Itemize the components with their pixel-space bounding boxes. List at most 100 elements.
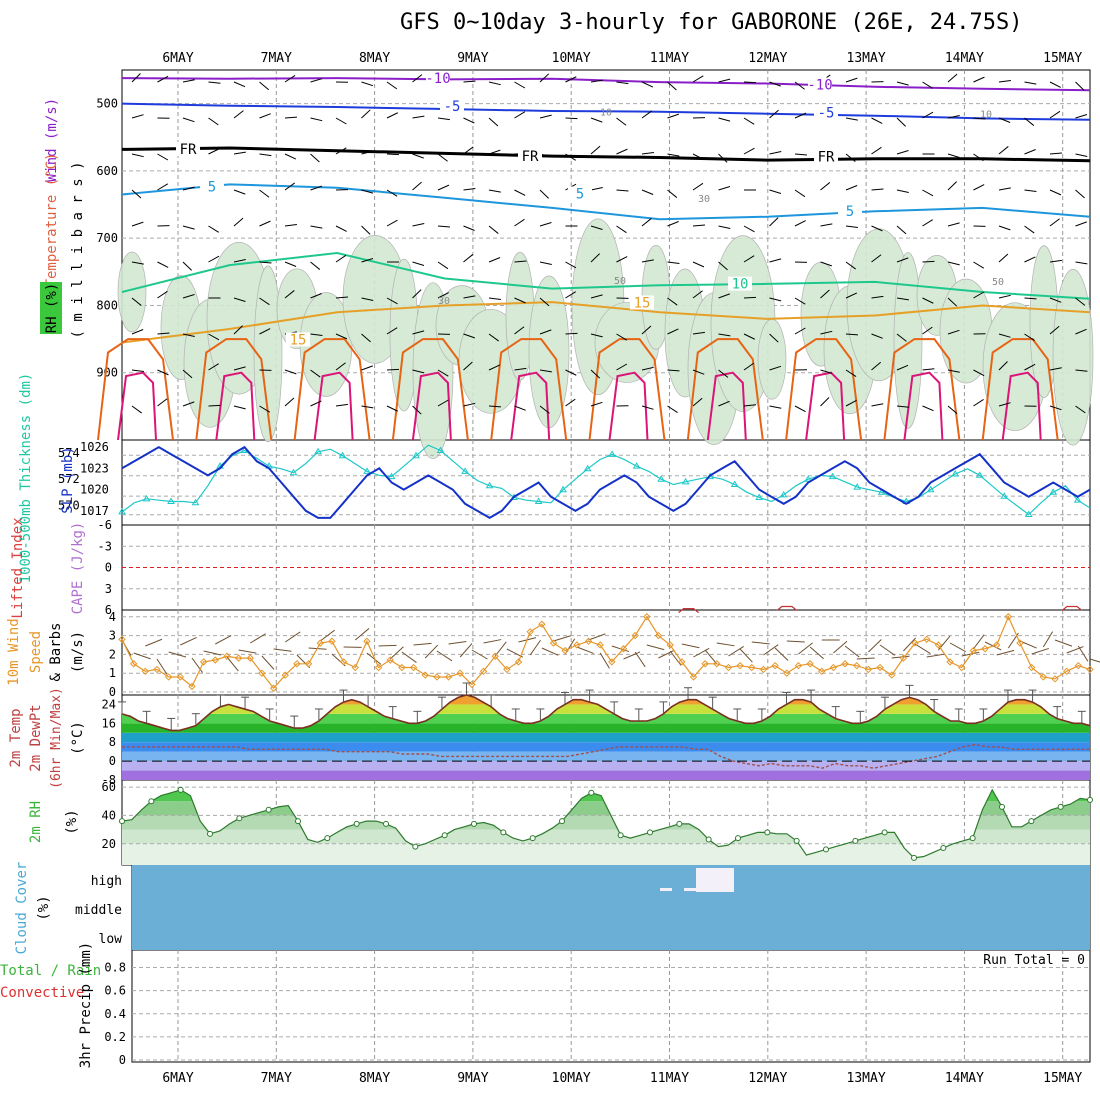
wind-barb xyxy=(947,222,960,227)
wind-barb xyxy=(386,405,399,412)
wind10m-barb xyxy=(1031,647,1049,655)
wind-barb xyxy=(590,117,603,123)
wind-barb xyxy=(947,369,960,373)
wind-barb xyxy=(718,225,731,229)
wind10m-barb xyxy=(424,644,439,659)
wind-barb xyxy=(463,117,475,124)
wind-barb xyxy=(769,81,781,87)
wind10m-barb xyxy=(926,653,945,658)
rh-blob xyxy=(893,252,923,429)
wind-barb xyxy=(565,76,577,83)
day-label-top: 8MAY xyxy=(359,51,390,66)
thickness-point xyxy=(485,481,494,489)
millibars-axis-label: ( m i l l i b a r s ) xyxy=(70,161,86,338)
wind-barb xyxy=(361,405,374,409)
temp2m-axis-label: 2m Temp xyxy=(8,708,24,767)
wind-barb xyxy=(565,291,576,299)
panel-frame-thickness_slp xyxy=(121,439,1091,526)
wind10m-point xyxy=(573,641,581,649)
wind-barb xyxy=(259,81,270,91)
isotherm-20-loop xyxy=(195,338,273,441)
temp2m-panel: 24 16 8 0 -8 2m Temp 2m DewPt (6hr Min/Max) (°C) xyxy=(8,682,1091,789)
wind10m-barb xyxy=(529,639,541,656)
wind-barb xyxy=(463,254,474,263)
precip-tick: 0.8 xyxy=(104,961,126,975)
wind10m-barb xyxy=(1089,658,1100,663)
wind-barb xyxy=(896,117,906,127)
wind-barb xyxy=(973,184,985,191)
precip-tick: 0.6 xyxy=(104,984,126,998)
wind-barb xyxy=(1075,221,1087,227)
wind-barb xyxy=(565,117,578,120)
isotherm-20-loop xyxy=(981,338,1059,441)
wind-barb xyxy=(463,80,476,83)
wind10m-barb xyxy=(1042,631,1054,648)
wind-barb xyxy=(845,292,858,299)
wind-barb xyxy=(820,223,833,227)
wind-barb xyxy=(1049,259,1062,263)
wind-barb xyxy=(1024,297,1037,300)
day-label-top: 15MAY xyxy=(1043,51,1082,66)
thickness-point xyxy=(828,472,837,480)
wind10m-point xyxy=(398,663,406,672)
wind-barb xyxy=(310,400,322,407)
day-label-bottom: 9MAY xyxy=(457,1071,488,1086)
wind10m-point xyxy=(456,669,464,677)
slp-tick: 1020 xyxy=(80,483,109,497)
wind10m-barb xyxy=(914,643,931,654)
wind-barb xyxy=(769,365,782,371)
wind10m-barb xyxy=(1054,639,1073,647)
wind-barb xyxy=(386,327,398,335)
wind-barb xyxy=(131,189,142,199)
wind-barb xyxy=(718,261,728,271)
rh-blob xyxy=(117,251,147,333)
wind10m-barb xyxy=(203,650,222,656)
thickness-point xyxy=(167,497,175,504)
wind10m-point xyxy=(561,646,569,655)
thickness-point xyxy=(338,451,347,459)
wind-barb xyxy=(310,369,321,378)
thickness-point xyxy=(877,488,886,495)
contour-label-bg xyxy=(838,203,862,218)
isotherm-25-loop xyxy=(411,371,452,441)
wind10m-point xyxy=(1051,675,1059,683)
cloud-level-label: middle xyxy=(75,903,122,918)
wind-barb xyxy=(412,181,422,191)
wind10m-barb xyxy=(646,644,665,651)
wind-barb xyxy=(947,115,960,119)
rh-band xyxy=(122,815,1090,830)
wind10m-barb xyxy=(471,649,488,660)
wind10m-point xyxy=(794,661,803,670)
wind-barb xyxy=(335,333,348,340)
wind10m-barb xyxy=(833,640,848,654)
wind-barb xyxy=(233,151,246,155)
wind10m-point xyxy=(654,631,663,640)
wind10m-barb xyxy=(903,637,917,652)
rh2m-point xyxy=(529,835,536,842)
wind-barb xyxy=(182,369,193,379)
wind-barb xyxy=(361,81,374,87)
isotherm-minus5 xyxy=(121,102,1091,121)
wind-barb xyxy=(769,258,782,263)
thickness-point xyxy=(1049,488,1058,495)
wind10m-barb xyxy=(168,651,187,658)
rh2m-point xyxy=(793,837,800,844)
wind10m-point xyxy=(129,660,138,668)
isotherm-25-loop xyxy=(215,371,256,441)
wind-barb xyxy=(743,225,755,233)
precip-total-rain-label: Total / Rain xyxy=(0,963,101,979)
wind-barb xyxy=(284,369,297,375)
wind10m-barb xyxy=(366,652,382,665)
temperature-axis-label: Temperature (°C) xyxy=(44,153,60,288)
wind10m-point xyxy=(479,667,488,676)
wind-barb xyxy=(259,328,271,335)
wind-barb xyxy=(590,145,601,155)
wind-barb xyxy=(208,81,221,84)
wind-barb xyxy=(616,189,629,192)
contour-label-minus5: -5 xyxy=(444,99,461,115)
wind-barb xyxy=(386,153,400,156)
wind10m-point xyxy=(981,645,989,653)
rh2m-line xyxy=(121,788,1091,859)
rh2m-point xyxy=(1028,818,1035,825)
wind-barb xyxy=(233,297,246,302)
